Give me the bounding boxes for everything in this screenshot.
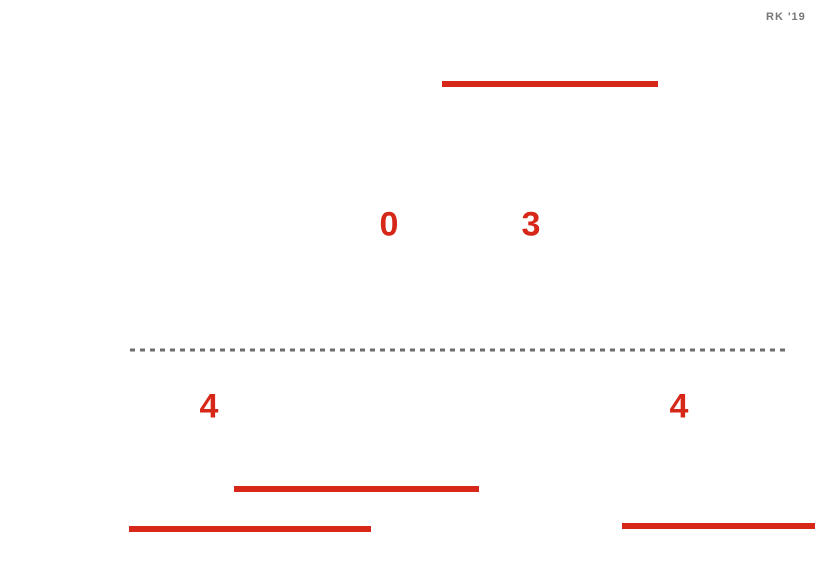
credit-text: RK '19	[766, 11, 806, 23]
num-four-left: 4	[200, 388, 219, 427]
num-three: 3	[522, 206, 541, 245]
num-four-right: 4	[670, 388, 689, 427]
svg-layer	[0, 0, 815, 572]
diagram-stage: RK '19 0 3 4 4	[0, 0, 815, 572]
num-zero: 0	[380, 206, 399, 245]
